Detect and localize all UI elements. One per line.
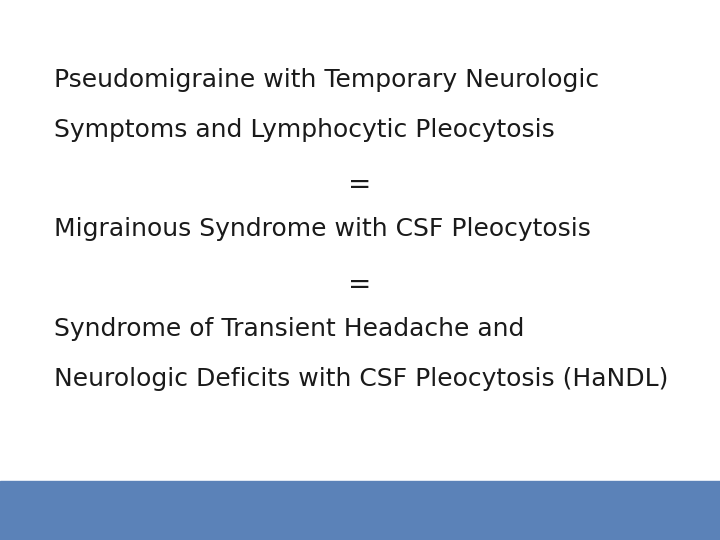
Text: =: = — [348, 172, 372, 199]
Text: Migrainous Syndrome with CSF Pleocytosis: Migrainous Syndrome with CSF Pleocytosis — [54, 217, 591, 241]
Text: Neurologic Deficits with CSF Pleocytosis (HaNDL): Neurologic Deficits with CSF Pleocytosis… — [54, 367, 668, 391]
Text: =: = — [348, 271, 372, 299]
Text: Syndrome of Transient Headache and: Syndrome of Transient Headache and — [54, 316, 524, 341]
Text: Pseudomigraine with Temporary Neurologic: Pseudomigraine with Temporary Neurologic — [54, 68, 599, 91]
Text: Symptoms and Lymphocytic Pleocytosis: Symptoms and Lymphocytic Pleocytosis — [54, 118, 554, 142]
Bar — [0, 481, 720, 540]
